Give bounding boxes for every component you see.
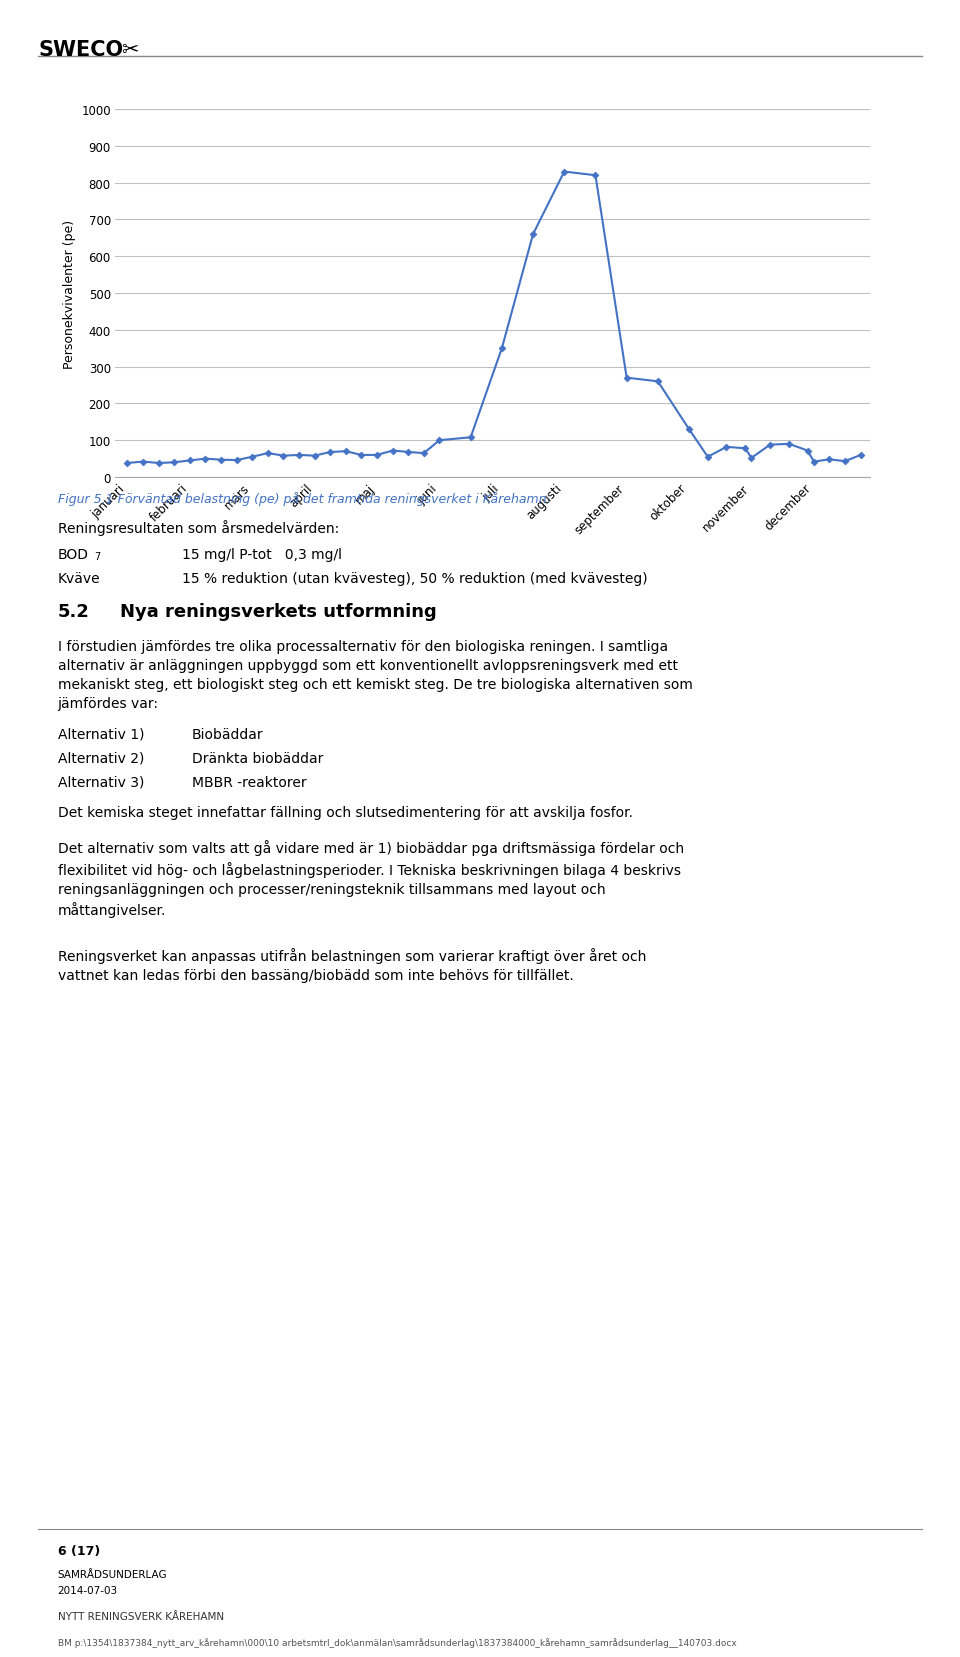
Text: Alternativ 2): Alternativ 2) [58,752,144,766]
Text: Reningsresultaten som årsmedelvärden:: Reningsresultaten som årsmedelvärden: [58,520,339,535]
Text: 15 mg/l P-tot   0,3 mg/l: 15 mg/l P-tot 0,3 mg/l [182,548,343,562]
Text: Nya reningsverkets utformning: Nya reningsverkets utformning [120,603,437,621]
Text: Alternativ 3): Alternativ 3) [58,775,144,789]
Text: BM p:\1354\1837384_nytt_arv_kårehamn\000\10 arbetsmtrl_dok\anmälan\samrådsunderl: BM p:\1354\1837384_nytt_arv_kårehamn\000… [58,1637,736,1647]
Text: 5.2: 5.2 [58,603,89,621]
Text: BOD: BOD [58,548,88,562]
Text: 7: 7 [94,552,101,562]
Text: Kväve: Kväve [58,572,100,585]
Text: 15 % reduktion (utan kvävesteg), 50 % reduktion (med kvävesteg): 15 % reduktion (utan kvävesteg), 50 % re… [182,572,648,585]
Text: 6 (17): 6 (17) [58,1544,100,1558]
Text: MBBR -reaktorer: MBBR -reaktorer [192,775,306,789]
Text: ✂: ✂ [121,40,138,60]
Text: SAMRÅDSUNDERLAG: SAMRÅDSUNDERLAG [58,1569,167,1579]
Text: NYTT RENINGSVERK KÅREHAMN: NYTT RENINGSVERK KÅREHAMN [58,1611,224,1621]
Text: I förstudien jämfördes tre olika processalternativ för den biologiska reningen. : I förstudien jämfördes tre olika process… [58,640,692,711]
Text: Reningsverket kan anpassas utifrån belastningen som varierar kraftigt över året : Reningsverket kan anpassas utifrån belas… [58,948,646,983]
Text: Det alternativ som valts att gå vidare med är 1) biobäddar pga driftsmässiga för: Det alternativ som valts att gå vidare m… [58,840,684,918]
Text: Dränkta biobäddar: Dränkta biobäddar [192,752,324,766]
Text: Det kemiska steget innefattar fällning och slutsedimentering för att avskilja fo: Det kemiska steget innefattar fällning o… [58,805,633,820]
Text: 2014-07-03: 2014-07-03 [58,1586,118,1596]
Text: Biobäddar: Biobäddar [192,727,264,742]
Text: Alternativ 1): Alternativ 1) [58,727,144,742]
Y-axis label: Personekvivalenter (pe): Personekvivalenter (pe) [62,219,76,368]
Text: SWECO: SWECO [38,40,124,60]
Text: Figur 5.1 Förväntad belastning (pe) på det framtida reningsverket i Kårehamn.: Figur 5.1 Förväntad belastning (pe) på d… [58,492,550,505]
